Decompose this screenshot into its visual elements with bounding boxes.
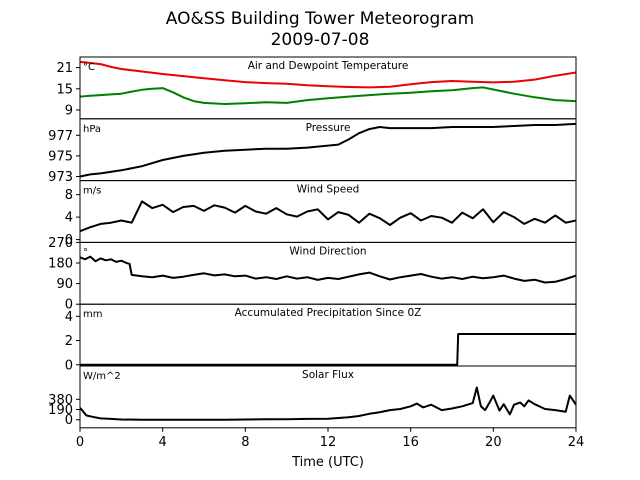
air-and-dewpoint-temperature-series-1-line — [80, 60, 576, 89]
solar-flux-ytick-label: 190 — [48, 403, 73, 418]
wind-direction-title: Wind Direction — [289, 245, 366, 257]
x-axis-label: Time (UTC) — [291, 455, 364, 470]
pressure-title: Pressure — [306, 122, 351, 134]
solar-flux-ytick-label: 0 — [65, 413, 73, 428]
wind-speed-ytick-label: 8 — [65, 188, 73, 203]
air-and-dewpoint-temperature-ytick-label: 9 — [65, 103, 73, 118]
figure-subtitle: 2009-07-08 — [271, 30, 370, 50]
wind-direction-ytick-label: 270 — [48, 236, 73, 251]
air-and-dewpoint-temperature-ytick-label: 21 — [56, 61, 73, 76]
xtick-label: 24 — [568, 435, 585, 450]
wind-speed-title: Wind Speed — [297, 184, 360, 196]
wind-speed-ytick-label: 0 — [65, 233, 73, 248]
panel-accumulated-precipitation-since-0z: Accumulated Precipitation Since 0Z mm 0 2 4 — [65, 303, 577, 373]
wind-direction-ytick-label: 0 — [65, 298, 73, 313]
wind-direction-ytick-label: 180 — [48, 257, 73, 272]
accumulated-precipitation-since-0z-series-1-line — [80, 333, 576, 366]
x-axis: 0 4 8 12 16 20 24 — [76, 427, 585, 450]
xtick-label: 16 — [402, 435, 419, 450]
xtick-label: 8 — [241, 435, 249, 450]
xtick-label: 4 — [159, 435, 167, 450]
accumulated-precipitation-since-0z-unit-label: mm — [83, 309, 102, 320]
panel-wind-direction: Wind Direction ° 0 90 180 270 — [48, 236, 577, 313]
solar-flux-title: Solar Flux — [302, 369, 354, 381]
solar-flux-unit-label: W/m^2 — [83, 371, 121, 382]
xtick-label: 0 — [76, 435, 84, 450]
wind-speed-series-1-line — [80, 200, 576, 233]
pressure-ytick-label: 975 — [48, 149, 73, 164]
pressure-unit-label: hPa — [83, 124, 101, 135]
pressure-ytick-label: 977 — [48, 129, 73, 144]
accumulated-precipitation-since-0z-title: Accumulated Precipitation Since 0Z — [235, 307, 422, 319]
accumulated-precipitation-since-0z-ytick-label: 0 — [65, 358, 73, 373]
panel-air-and-dewpoint-temperature: Air and Dewpoint Temperature °C 9 15 21 — [56, 56, 577, 120]
wind-speed-ytick-label: 4 — [65, 211, 73, 226]
accumulated-precipitation-since-0z-ytick-label: 2 — [65, 334, 73, 349]
wind-direction-unit-label: ° — [83, 247, 88, 258]
air-and-dewpoint-temperature-series-2-line — [80, 86, 576, 105]
xtick-label: 12 — [320, 435, 337, 450]
panel-pressure: Pressure hPa 973 975 977 — [48, 118, 577, 185]
wind-speed-unit-label: m/s — [83, 186, 101, 197]
solar-flux-ytick-label: 380 — [48, 393, 73, 408]
figure-title: AO&SS Building Tower Meteorogram — [166, 9, 474, 29]
solar-flux-series-1-line — [80, 386, 576, 421]
pressure-ytick-label: 973 — [48, 170, 73, 185]
xtick-label: 20 — [485, 435, 502, 450]
wind-direction-ytick-label: 90 — [56, 277, 73, 292]
accumulated-precipitation-since-0z-ytick-label: 4 — [65, 310, 73, 325]
air-and-dewpoint-temperature-unit-label: °C — [83, 62, 95, 73]
panel-wind-speed: Wind Speed m/s 0 4 8 — [65, 180, 577, 248]
air-and-dewpoint-temperature-title: Air and Dewpoint Temperature — [248, 60, 409, 72]
pressure-series-1-line — [80, 122, 576, 178]
panels-group: Air and Dewpoint Temperature °C 9 15 21 Press… — [48, 56, 577, 429]
wind-direction-series-1-line — [80, 255, 576, 284]
air-and-dewpoint-temperature-ytick-label: 15 — [56, 82, 73, 97]
